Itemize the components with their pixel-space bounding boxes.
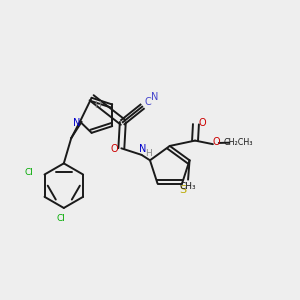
Text: N: N (139, 144, 146, 154)
Text: H: H (94, 101, 101, 110)
Text: O: O (110, 144, 118, 154)
Text: H: H (145, 149, 152, 158)
Text: Cl: Cl (24, 168, 33, 177)
Text: Cl: Cl (57, 214, 66, 223)
Text: N: N (73, 118, 80, 128)
Text: CH₃: CH₃ (180, 182, 196, 191)
Text: O: O (213, 137, 220, 147)
Text: O: O (199, 118, 206, 128)
Text: C: C (144, 97, 151, 107)
Text: S: S (179, 184, 186, 194)
Text: N: N (151, 92, 158, 102)
Text: CH₂CH₃: CH₂CH₃ (224, 138, 253, 147)
